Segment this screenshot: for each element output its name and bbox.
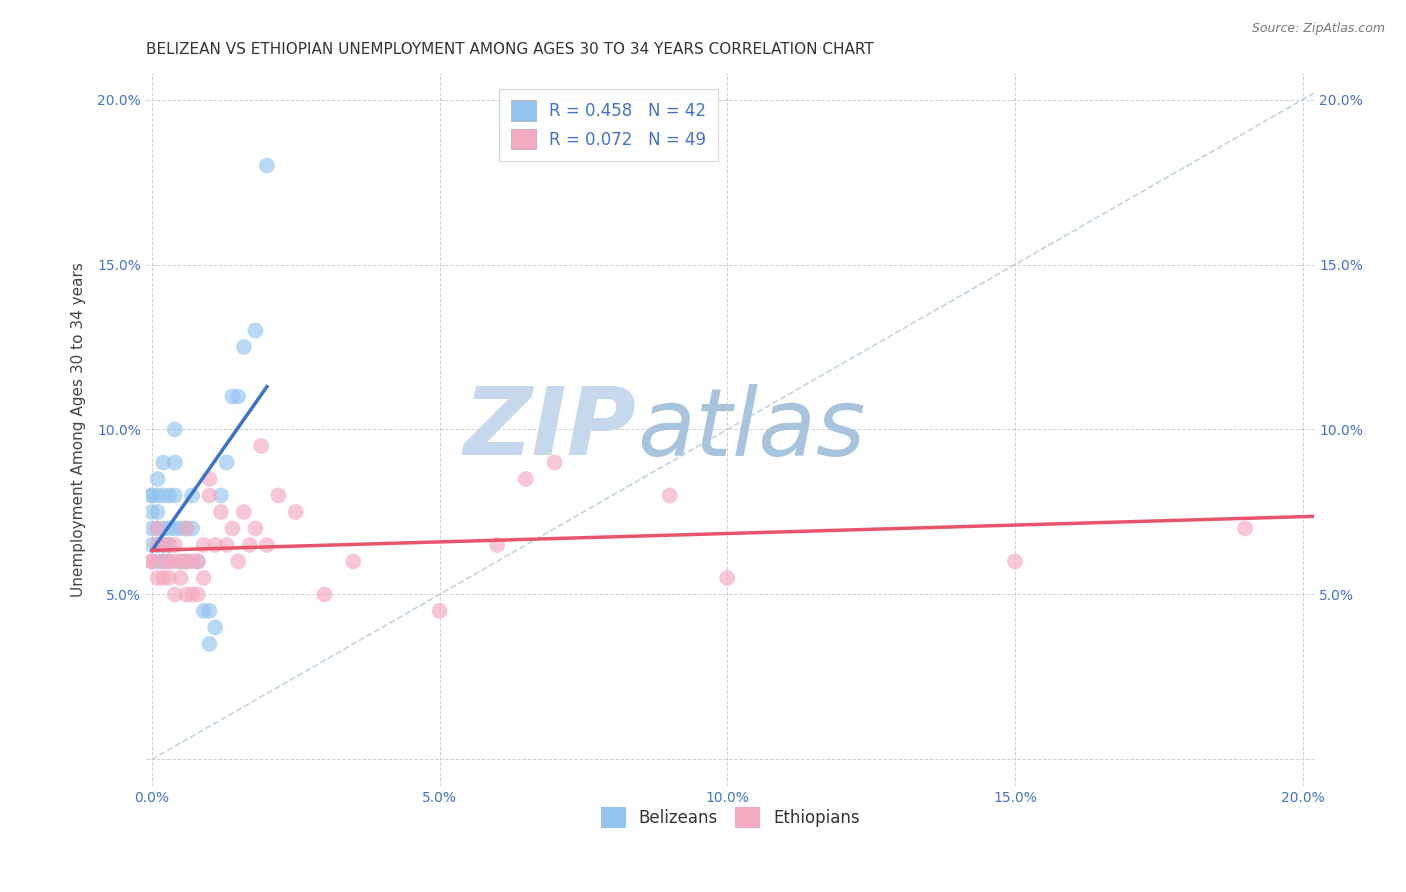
- Point: [141, 488, 163, 502]
- Point: [204, 620, 226, 634]
- Point: [146, 554, 169, 568]
- Point: [716, 571, 738, 585]
- Point: [152, 488, 174, 502]
- Point: [187, 554, 209, 568]
- Point: [1004, 554, 1026, 568]
- Point: [429, 604, 451, 618]
- Point: [141, 505, 163, 519]
- Point: [169, 554, 191, 568]
- Point: [157, 538, 180, 552]
- Point: [284, 505, 307, 519]
- Point: [245, 324, 267, 338]
- Point: [146, 538, 169, 552]
- Point: [204, 538, 226, 552]
- Point: [146, 505, 169, 519]
- Point: [141, 554, 163, 568]
- Point: [176, 587, 198, 601]
- Point: [187, 554, 209, 568]
- Point: [163, 422, 186, 436]
- Point: [157, 521, 180, 535]
- Point: [141, 521, 163, 535]
- Point: [1234, 521, 1257, 535]
- Point: [198, 604, 221, 618]
- Point: [146, 488, 169, 502]
- Point: [157, 538, 180, 552]
- Point: [176, 554, 198, 568]
- Point: [146, 472, 169, 486]
- Point: [209, 505, 232, 519]
- Point: [342, 554, 364, 568]
- Point: [181, 554, 204, 568]
- Point: [152, 455, 174, 469]
- Point: [658, 488, 681, 502]
- Point: [152, 571, 174, 585]
- Point: [515, 472, 537, 486]
- Point: [152, 554, 174, 568]
- Text: Source: ZipAtlas.com: Source: ZipAtlas.com: [1251, 22, 1385, 36]
- Point: [152, 521, 174, 535]
- Point: [314, 587, 336, 601]
- Point: [245, 521, 267, 535]
- Point: [157, 554, 180, 568]
- Point: [250, 439, 273, 453]
- Point: [226, 554, 249, 568]
- Point: [146, 521, 169, 535]
- Point: [141, 488, 163, 502]
- Point: [543, 455, 565, 469]
- Point: [256, 538, 278, 552]
- Point: [193, 538, 215, 552]
- Point: [198, 637, 221, 651]
- Point: [181, 488, 204, 502]
- Point: [157, 488, 180, 502]
- Point: [157, 554, 180, 568]
- Point: [163, 554, 186, 568]
- Point: [181, 587, 204, 601]
- Legend: Belizeans, Ethiopians: Belizeans, Ethiopians: [593, 801, 866, 834]
- Point: [152, 538, 174, 552]
- Point: [221, 390, 243, 404]
- Point: [215, 455, 238, 469]
- Point: [152, 538, 174, 552]
- Text: BELIZEAN VS ETHIOPIAN UNEMPLOYMENT AMONG AGES 30 TO 34 YEARS CORRELATION CHART: BELIZEAN VS ETHIOPIAN UNEMPLOYMENT AMONG…: [146, 42, 875, 57]
- Text: ZIP: ZIP: [464, 384, 637, 475]
- Point: [163, 455, 186, 469]
- Point: [256, 159, 278, 173]
- Point: [176, 521, 198, 535]
- Point: [152, 554, 174, 568]
- Point: [163, 488, 186, 502]
- Point: [163, 587, 186, 601]
- Point: [163, 521, 186, 535]
- Point: [193, 604, 215, 618]
- Point: [215, 538, 238, 552]
- Point: [146, 571, 169, 585]
- Point: [141, 538, 163, 552]
- Point: [146, 538, 169, 552]
- Point: [198, 472, 221, 486]
- Point: [267, 488, 290, 502]
- Point: [146, 521, 169, 535]
- Point: [193, 571, 215, 585]
- Point: [232, 505, 254, 519]
- Point: [486, 538, 509, 552]
- Point: [181, 521, 204, 535]
- Point: [187, 587, 209, 601]
- Text: atlas: atlas: [637, 384, 865, 475]
- Point: [169, 571, 191, 585]
- Point: [169, 554, 191, 568]
- Point: [176, 554, 198, 568]
- Point: [169, 521, 191, 535]
- Point: [239, 538, 262, 552]
- Point: [198, 488, 221, 502]
- Point: [209, 488, 232, 502]
- Point: [226, 390, 249, 404]
- Point: [221, 521, 243, 535]
- Point: [157, 571, 180, 585]
- Point: [141, 554, 163, 568]
- Point: [176, 521, 198, 535]
- Y-axis label: Unemployment Among Ages 30 to 34 years: Unemployment Among Ages 30 to 34 years: [72, 262, 86, 597]
- Point: [163, 538, 186, 552]
- Point: [232, 340, 254, 354]
